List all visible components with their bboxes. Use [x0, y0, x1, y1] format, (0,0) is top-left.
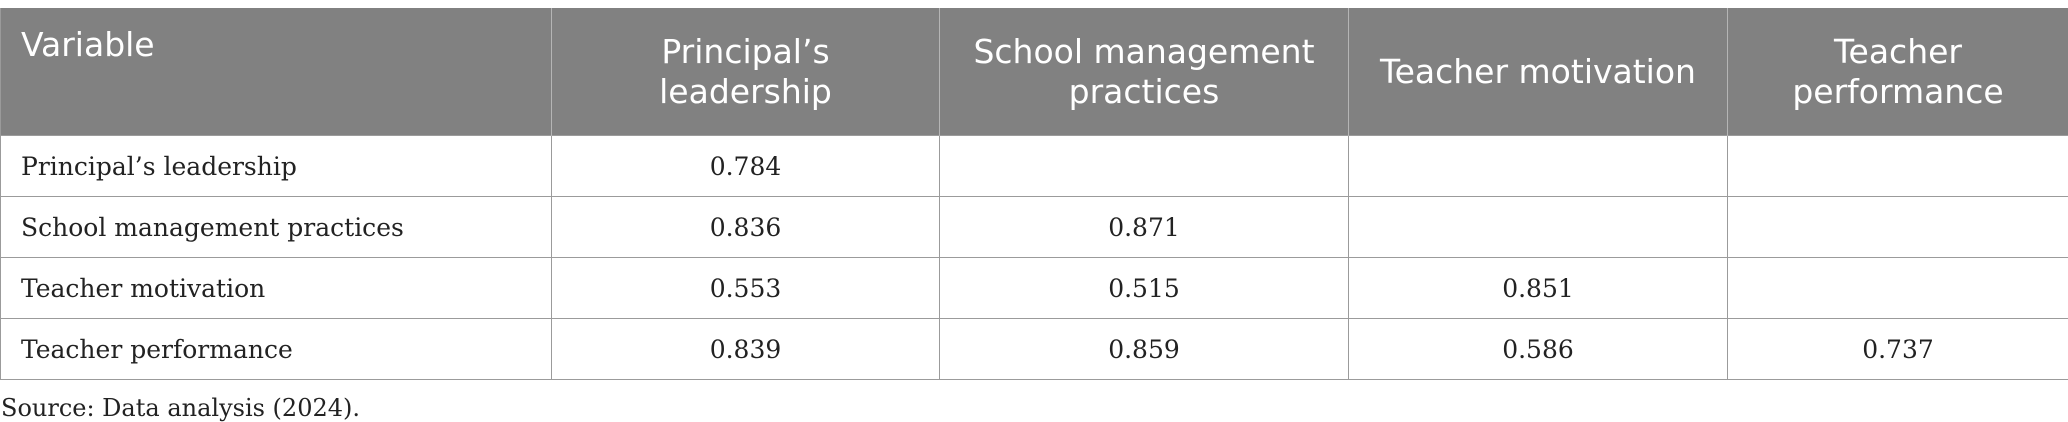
table-header-row: Variable Principal’s leadership School m…: [1, 8, 2068, 136]
table-row: School management practices 0.836 0.871: [1, 197, 2068, 258]
header-variable: Variable: [1, 8, 552, 136]
cell-value: 0.836: [552, 197, 940, 258]
cell-value: 0.871: [940, 197, 1349, 258]
cell-value: 0.859: [940, 319, 1349, 380]
header-teacher-performance: Teacher performance: [1728, 8, 2068, 136]
row-label: Teacher performance: [1, 319, 552, 380]
row-label: Principal’s leadership: [1, 136, 552, 197]
cell-value: 0.737: [1728, 319, 2068, 380]
header-teacher-motivation: Teacher motivation: [1349, 8, 1728, 136]
table-container: Variable Principal’s leadership School m…: [0, 8, 2068, 422]
header-school-management-practices: School management practices: [940, 8, 1349, 136]
header-principals-leadership: Principal’s leadership: [552, 8, 940, 136]
cell-value: 0.586: [1349, 319, 1728, 380]
cell-value: [1728, 258, 2068, 319]
cell-value: 0.515: [940, 258, 1349, 319]
row-label: School management practices: [1, 197, 552, 258]
row-label: Teacher motivation: [1, 258, 552, 319]
cell-value: [1349, 136, 1728, 197]
table-footnote: Source: Data analysis (2024).: [0, 394, 2068, 422]
cell-value: 0.839: [552, 319, 940, 380]
cell-value: [940, 136, 1349, 197]
cell-value: 0.784: [552, 136, 940, 197]
cell-value: 0.851: [1349, 258, 1728, 319]
table-row: Teacher motivation 0.553 0.515 0.851: [1, 258, 2068, 319]
cell-value: [1349, 197, 1728, 258]
discriminant-validity-table: Variable Principal’s leadership School m…: [0, 8, 2068, 380]
table-row: Principal’s leadership 0.784: [1, 136, 2068, 197]
cell-value: [1728, 136, 2068, 197]
cell-value: 0.553: [552, 258, 940, 319]
table-row: Teacher performance 0.839 0.859 0.586 0.…: [1, 319, 2068, 380]
cell-value: [1728, 197, 2068, 258]
